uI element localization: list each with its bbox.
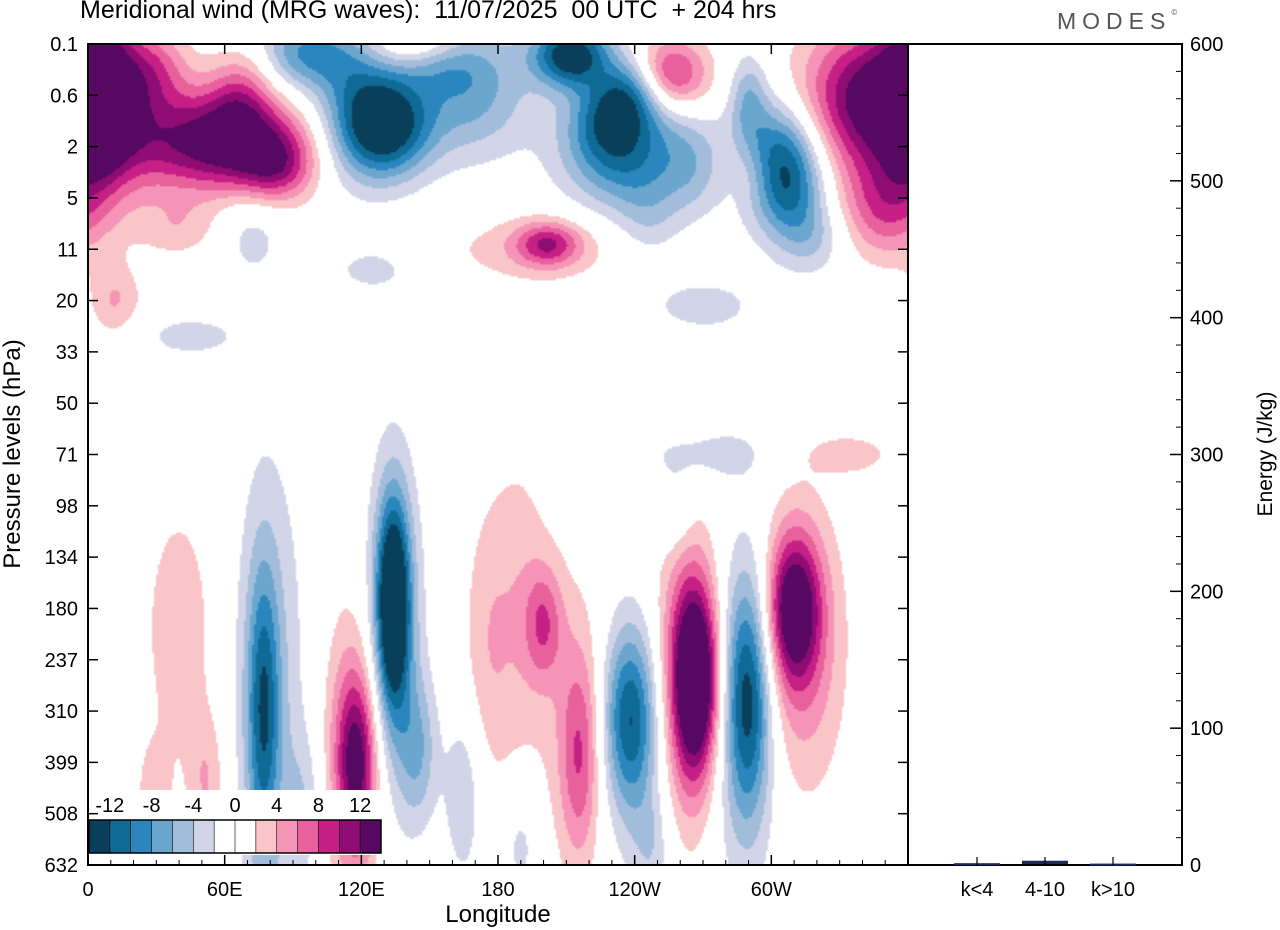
- logo: MODES©: [1057, 8, 1177, 35]
- x-tick-label: 0: [82, 879, 93, 901]
- y-tick-label: 0.1: [50, 34, 78, 56]
- colorbar-swatch: [214, 820, 236, 853]
- colorbar-label: 12: [349, 795, 371, 817]
- y-axis-label: Pressure levels (hPa): [0, 339, 26, 568]
- y-tick-label: 50: [56, 393, 78, 415]
- y-tick-label: 20: [56, 291, 78, 313]
- energy-panel-frame: [907, 43, 1183, 866]
- energy-y-tick-label: 500: [1190, 171, 1223, 193]
- colorbar-swatch: [151, 820, 173, 853]
- y-tick-label: 134: [45, 547, 78, 569]
- colorbar-label: -12: [95, 795, 124, 817]
- y-tick-label: 71: [56, 445, 78, 467]
- energy-category-label: 4-10: [1025, 879, 1065, 901]
- heatmap-field: [88, 44, 908, 865]
- energy-category-label: k<4: [961, 879, 994, 901]
- logo-text: MODES: [1057, 8, 1172, 34]
- y-tick-label: 33: [56, 342, 78, 364]
- colorbar-swatch: [235, 820, 257, 853]
- energy-bar-chart: k<4 4-10 k>10 0 100 200 300 400 500 600: [907, 34, 1223, 901]
- y-tick-label: 399: [45, 752, 78, 774]
- x-tick-label: 60E: [207, 879, 243, 901]
- x-tick-label: 180: [481, 879, 514, 901]
- colorbar-swatch: [339, 820, 361, 853]
- y-tick-label: 2: [67, 137, 78, 159]
- energy-y-tick-label: 0: [1190, 855, 1201, 877]
- y-tick-label: 98: [56, 496, 78, 518]
- colorbar-swatch: [130, 820, 153, 853]
- y-tick-label: 0.6: [50, 85, 78, 107]
- y-tick-label: 11: [57, 239, 78, 261]
- logo-mark: ©: [1171, 8, 1178, 17]
- energy-y-tick-label: 600: [1190, 34, 1223, 56]
- colorbar-swatch: [276, 820, 299, 853]
- colorbar-label: -8: [143, 795, 161, 817]
- colorbar-swatch: [109, 820, 132, 853]
- x-tick-label: 120W: [609, 879, 661, 901]
- energy-y-tick-label: 100: [1190, 718, 1223, 740]
- colorbar-swatch: [172, 820, 194, 853]
- colorbar: -12 -8 -4 0 4 8 12: [87, 790, 383, 855]
- energy-y-tick-label: 400: [1190, 308, 1223, 330]
- y-tick-label: 508: [45, 804, 78, 826]
- colorbar-swatch: [89, 820, 111, 853]
- colorbar-label: -4: [184, 795, 202, 817]
- axis-labels: Longitude Pressure levels (hPa) Energy (…: [0, 339, 1277, 928]
- axes: 0 60E 120E 180 120W 60W 0.1 0.6 2 5 11 20 33 50 71 98 13…: [45, 34, 909, 901]
- x-axis-label: Longitude: [445, 901, 550, 928]
- colorbar-swatch: [255, 820, 278, 853]
- energy-y-tick-label: 300: [1190, 445, 1223, 467]
- chart-title: Meridional wind (MRG waves): 11/07/2025 …: [80, 0, 777, 24]
- x-tick-label: 60W: [751, 879, 792, 901]
- energy-y-tick-label: 200: [1190, 581, 1223, 603]
- colorbar-swatch: [297, 820, 319, 853]
- y-tick-label: 632: [45, 855, 78, 877]
- energy-axis-label: Energy (J/kg): [1254, 392, 1277, 517]
- y-tick-label: 237: [45, 650, 78, 672]
- y-tick-label: 5: [67, 188, 78, 210]
- colorbar-label: 0: [229, 795, 240, 817]
- y-tick-label: 180: [45, 598, 78, 620]
- energy-category-label: k>10: [1091, 879, 1135, 901]
- colorbar-swatch: [360, 820, 382, 853]
- colorbar-label: 4: [271, 795, 282, 817]
- colorbar-swatch: [318, 820, 340, 853]
- x-tick-label: 120E: [338, 879, 385, 901]
- colorbar-label: 8: [313, 795, 324, 817]
- y-tick-label: 310: [45, 701, 78, 723]
- colorbar-swatch: [193, 820, 215, 853]
